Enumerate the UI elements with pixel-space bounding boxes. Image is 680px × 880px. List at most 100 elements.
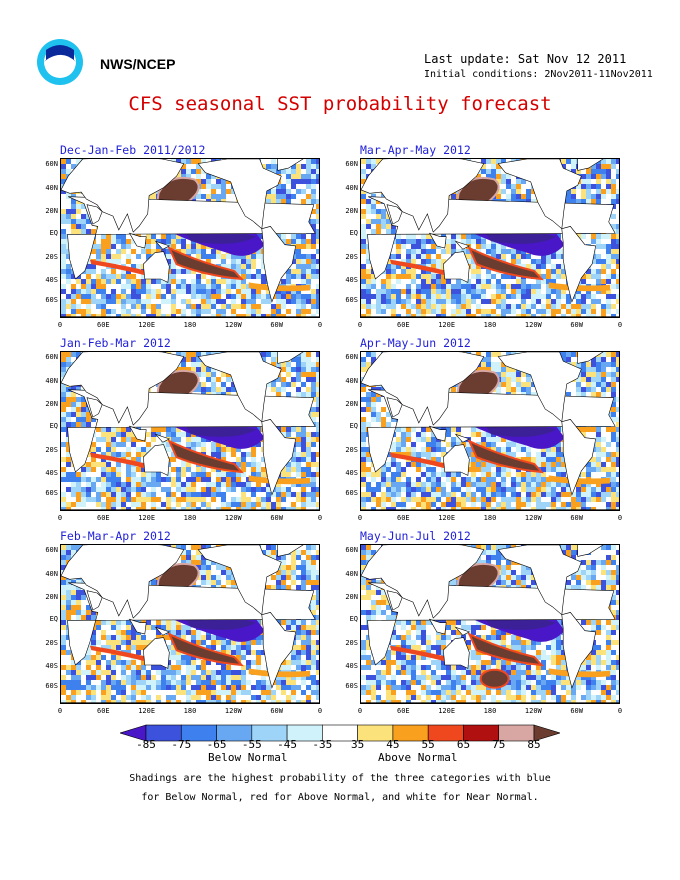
shade-cell xyxy=(451,234,456,239)
shade-cell xyxy=(176,244,181,249)
shade-cell xyxy=(246,309,251,314)
shade-cell xyxy=(121,259,126,264)
shade-cell xyxy=(66,229,71,234)
shade-cell xyxy=(316,314,319,317)
shade-cell xyxy=(181,472,186,477)
shade-cell xyxy=(451,299,456,304)
shade-cell xyxy=(296,387,301,392)
shade-cell xyxy=(91,299,96,304)
shade-cell xyxy=(181,244,186,249)
shade-cell xyxy=(576,309,581,314)
shade-cell xyxy=(181,164,186,169)
shade-cell xyxy=(386,309,391,314)
shade-cell xyxy=(101,467,106,472)
shade-cell xyxy=(251,462,256,467)
shade-cell xyxy=(66,304,71,309)
shade-cell xyxy=(471,279,476,284)
shade-cell xyxy=(216,377,221,382)
shade-cell xyxy=(276,199,281,204)
shade-cell xyxy=(616,289,619,294)
shade-cell xyxy=(206,294,211,299)
shade-cell xyxy=(306,457,311,462)
shade-cell xyxy=(116,497,121,502)
shade-cell xyxy=(136,502,141,507)
land-mass xyxy=(497,159,582,230)
shade-cell xyxy=(91,289,96,294)
shade-cell xyxy=(81,472,86,477)
shade-cell xyxy=(106,289,111,294)
shade-cell xyxy=(166,234,171,239)
shade-cell xyxy=(256,299,261,304)
shade-cell xyxy=(196,309,201,314)
shade-cell xyxy=(156,487,161,492)
shade-cell xyxy=(76,279,81,284)
shade-cell xyxy=(76,219,81,224)
shade-cell xyxy=(296,254,301,259)
land-mass xyxy=(577,159,604,171)
shade-cell xyxy=(176,477,181,482)
shade-cell xyxy=(491,309,496,314)
shade-cell xyxy=(246,284,251,289)
shade-cell xyxy=(251,482,256,487)
shade-cell xyxy=(511,254,516,259)
shade-cell xyxy=(601,299,606,304)
shade-cell xyxy=(186,164,191,169)
shade-cell xyxy=(206,159,211,164)
shade-cell xyxy=(291,299,296,304)
shade-cell xyxy=(256,502,261,507)
shade-cell xyxy=(601,269,606,274)
shade-cell xyxy=(66,309,71,314)
shade-cell xyxy=(311,239,316,244)
shade-cell xyxy=(391,229,396,234)
shade-cell xyxy=(116,284,121,289)
shade-cell xyxy=(306,442,311,447)
shade-cell xyxy=(436,264,441,269)
shade-cell xyxy=(66,422,71,427)
shade-cell xyxy=(271,352,276,357)
shade-cell xyxy=(146,314,151,317)
shade-cell xyxy=(76,214,81,219)
shade-cell xyxy=(246,502,251,507)
shade-cell xyxy=(311,289,316,294)
shade-cell xyxy=(111,274,116,279)
shade-cell xyxy=(471,284,476,289)
shade-cell xyxy=(86,269,91,274)
shade-cell xyxy=(306,357,311,362)
shade-cell xyxy=(296,239,301,244)
shade-cell xyxy=(196,304,201,309)
shade-cell xyxy=(291,279,296,284)
shade-cell xyxy=(201,299,206,304)
shade-cell xyxy=(111,314,116,317)
shade-cell xyxy=(316,362,319,367)
shade-cell xyxy=(211,314,216,317)
shade-cell xyxy=(176,437,181,442)
shade-cell xyxy=(141,467,146,472)
shade-cell xyxy=(606,274,611,279)
shade-cell xyxy=(111,477,116,482)
shade-cell xyxy=(591,194,596,199)
shade-cell xyxy=(361,204,366,209)
shade-cell xyxy=(611,169,616,174)
shade-cell xyxy=(231,492,236,497)
shade-cell xyxy=(386,269,391,274)
shade-cell xyxy=(486,289,491,294)
shade-cell xyxy=(421,299,426,304)
shade-cell xyxy=(406,279,411,284)
shade-cell xyxy=(586,309,591,314)
shade-cell xyxy=(541,299,546,304)
shade-cell xyxy=(81,407,86,412)
shade-cell xyxy=(301,432,306,437)
shade-cell xyxy=(276,362,281,367)
shade-cell xyxy=(366,229,371,234)
shade-cell xyxy=(276,482,281,487)
shade-cell xyxy=(116,477,121,482)
land-mass xyxy=(128,232,147,249)
shade-cell xyxy=(91,497,96,502)
shade-cell xyxy=(181,502,186,507)
shade-cell xyxy=(216,309,221,314)
shade-cell xyxy=(491,274,496,279)
shade-cell xyxy=(361,309,366,314)
shade-cell xyxy=(216,249,221,254)
shade-cell xyxy=(301,497,306,502)
shade-cell xyxy=(421,259,426,264)
